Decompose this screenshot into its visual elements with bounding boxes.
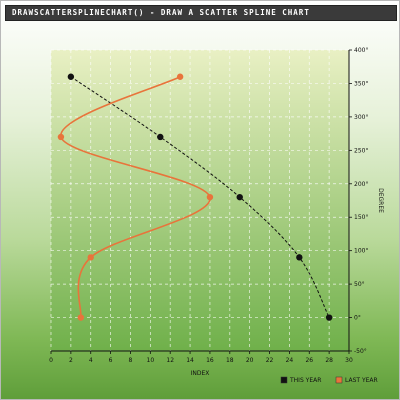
x-tick-label: 2 [69, 357, 73, 364]
data-point [57, 133, 65, 141]
y-tick-label: 150° [354, 214, 368, 221]
x-tick-label: 4 [89, 357, 93, 364]
data-point [87, 254, 94, 261]
legend-label: THIS YEAR [289, 377, 321, 384]
legend-label: LAST YEAR [345, 377, 378, 384]
legend-swatch [335, 376, 343, 384]
y-tick-label: 200° [354, 181, 368, 188]
data-point [206, 193, 214, 201]
data-point [77, 314, 85, 321]
series-layer [57, 73, 333, 321]
axes: 0 2 4 6 8 10 12 14 16 18 20 22 24 26 28 30-50°0°50°100°… [49, 47, 384, 377]
series-line [60, 76, 211, 318]
data-point [296, 254, 303, 261]
x-tick-label: 26 [305, 357, 313, 364]
legend: THIS YEAR LAST YEAR [280, 376, 378, 384]
x-tick-label: 14 [186, 357, 194, 364]
y-tick-label: 0° [354, 315, 361, 322]
data-point [67, 73, 75, 80]
y-axis-title: DEGREE [377, 188, 384, 213]
y-tick-label: 100° [354, 248, 368, 255]
x-tick-label: 6 [109, 357, 113, 364]
x-tick-label: 16 [206, 357, 214, 364]
x-tick-label: 20 [246, 357, 254, 364]
x-tick-label: 24 [286, 357, 294, 364]
x-tick-label: 28 [325, 357, 333, 364]
chart-title: drawScatterSplineChart() - Draw a scatte… [12, 8, 310, 17]
plot-area [51, 50, 349, 351]
x-tick-label: 0 [49, 357, 53, 364]
y-tick-label: 50° [354, 281, 365, 288]
title-bar: drawScatterSplineChart() - Draw a scatte… [5, 5, 397, 21]
x-tick-label: 30 [345, 357, 353, 364]
y-tick-label: 400° [354, 47, 368, 54]
y-tick-label: 250° [354, 147, 368, 154]
x-tick-label: 8 [129, 357, 133, 364]
data-point [157, 133, 164, 141]
x-axis-title: INDEX [191, 370, 210, 377]
x-tick-label: 22 [266, 357, 274, 364]
y-tick-label: 350° [354, 80, 368, 87]
x-tick-label: 10 [147, 357, 155, 364]
data-point [176, 73, 184, 80]
x-tick-label: 12 [166, 357, 174, 364]
y-tick-label: -50° [354, 348, 367, 355]
data-point [236, 193, 243, 201]
series-last-year [57, 73, 214, 321]
y-tick-label: 300° [354, 114, 368, 121]
data-point [325, 314, 333, 321]
legend-swatch [280, 376, 288, 384]
x-tick-label: 18 [226, 357, 234, 364]
series-this-year [67, 73, 333, 321]
